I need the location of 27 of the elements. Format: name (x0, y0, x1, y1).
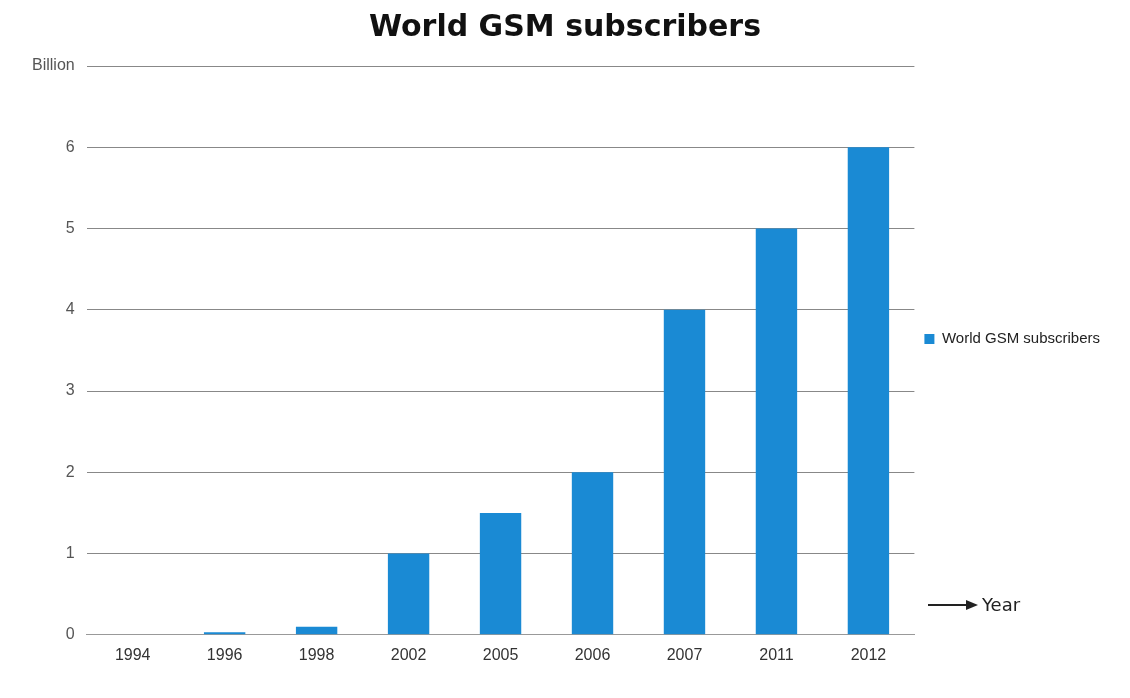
y-tick-label: 3 (65, 381, 75, 399)
x-tick-label: 2002 (390, 645, 427, 663)
y-tick-label: 0 (65, 625, 75, 643)
x-axis-title: Year (982, 594, 1021, 615)
bar (387, 553, 430, 635)
x-tick-label: 2007 (666, 645, 703, 663)
x-tick-label: 1994 (114, 645, 151, 663)
x-tick-label: 2012 (850, 645, 887, 663)
y-tick-label: Billion (32, 56, 75, 74)
bar (755, 228, 798, 635)
x-tick-label: 1998 (298, 645, 335, 663)
y-tick-label: 2 (65, 462, 75, 480)
bar (295, 626, 338, 635)
x-tick-label: 2011 (759, 645, 794, 663)
bar (663, 309, 706, 635)
bar (479, 512, 522, 635)
x-tick-label: 2006 (574, 645, 611, 663)
bar (571, 472, 614, 635)
y-tick-label: 5 (65, 218, 75, 236)
bar (847, 147, 890, 635)
x-tick-label: 2005 (482, 645, 519, 663)
chart-title: World GSM subscribers (368, 7, 762, 43)
y-tick-label: 6 (65, 137, 75, 155)
y-tick-label: 1 (65, 543, 75, 561)
y-tick-label: 4 (65, 300, 75, 318)
legend-label: World GSM subscribers (941, 329, 1100, 347)
x-tick-label: 1996 (206, 645, 243, 663)
